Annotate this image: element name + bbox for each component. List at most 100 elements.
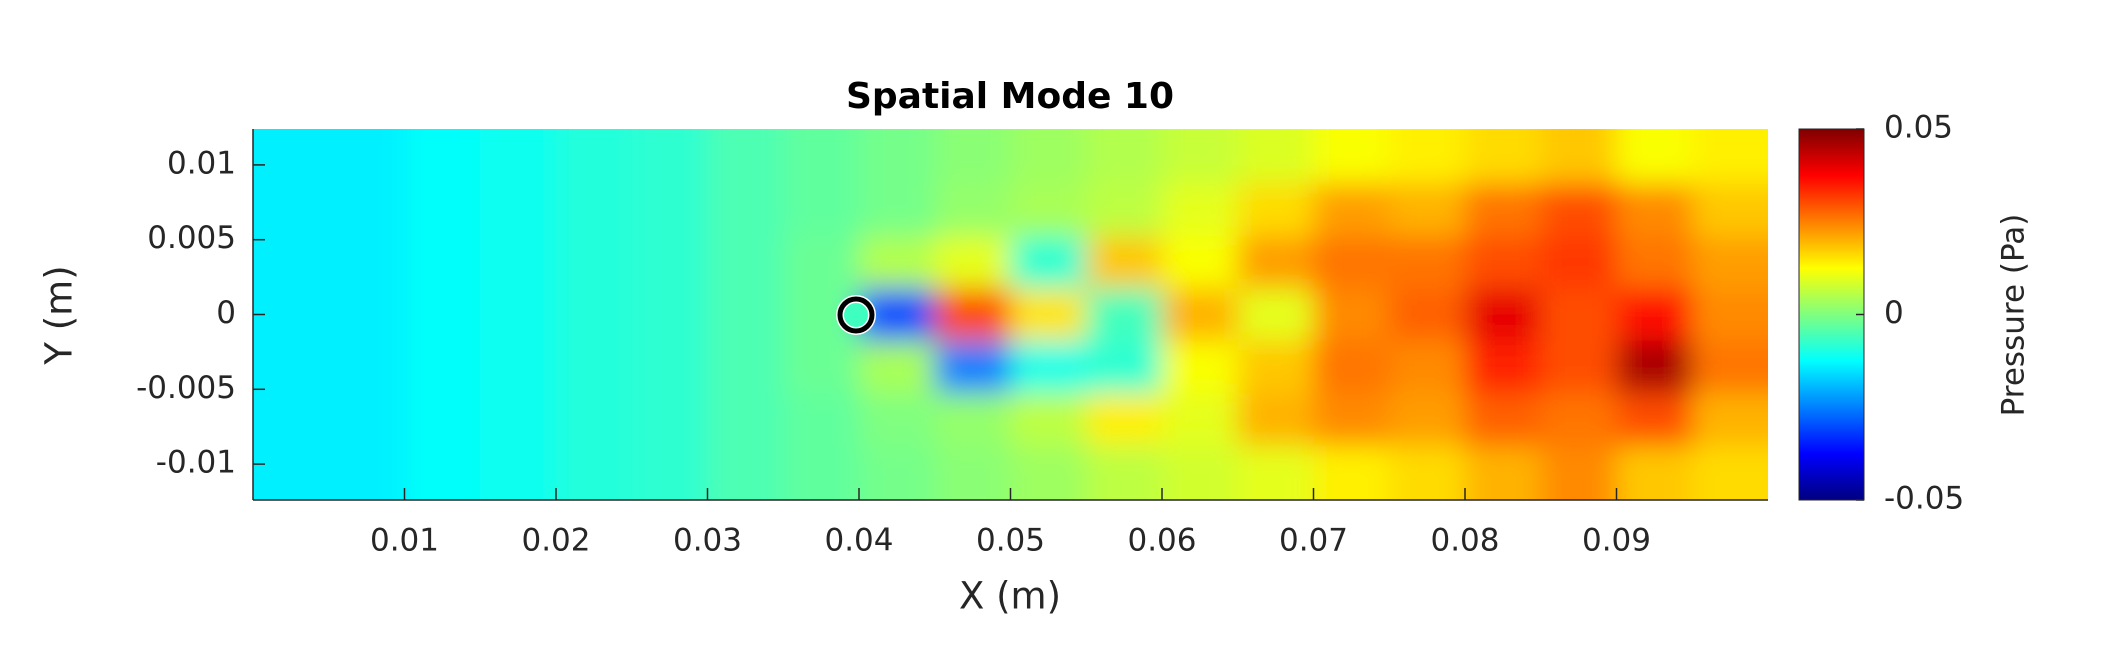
- field-cell: [934, 445, 1011, 500]
- field-cell: [1237, 445, 1314, 500]
- field-cell: [404, 235, 481, 289]
- field-cell: [1540, 340, 1617, 394]
- field-cell: [1313, 288, 1390, 342]
- field-cell: [328, 340, 405, 394]
- colorbar-tick-label: 0: [1884, 295, 1904, 331]
- field-cell: [1389, 288, 1466, 342]
- field-cell: [328, 445, 405, 500]
- field-cell: [1616, 340, 1693, 394]
- plot-area: [253, 129, 1768, 500]
- field-cell: [1540, 183, 1617, 237]
- field-cell: [1616, 445, 1693, 500]
- field-cell: [1616, 129, 1693, 185]
- field-cell: [783, 445, 860, 500]
- field-cell: [1162, 183, 1239, 237]
- field-cell: [707, 129, 784, 185]
- field-cell: [1465, 393, 1542, 446]
- field-cell: [631, 393, 708, 446]
- y-tick-label: -0.01: [156, 445, 236, 481]
- x-tick-label: 0.06: [1127, 523, 1196, 559]
- x-tick-label: 0.05: [976, 523, 1045, 559]
- field-cell: [328, 288, 405, 342]
- field-cell: [1086, 393, 1163, 446]
- field-cell: [1540, 288, 1617, 342]
- field-cell: [1237, 288, 1314, 342]
- field-cell: [707, 340, 784, 394]
- field-cell: [253, 340, 330, 394]
- field-cell: [1616, 393, 1693, 446]
- y-tick-label: 0: [216, 295, 236, 331]
- field-cell: [480, 393, 557, 446]
- field-cell: [1313, 129, 1390, 185]
- field-cell: [1086, 288, 1163, 342]
- field-cell: [253, 445, 330, 500]
- field: [253, 129, 1768, 500]
- field-cell: [1465, 235, 1542, 289]
- y-tick-label: -0.005: [136, 370, 236, 406]
- field-cell: [1465, 129, 1542, 185]
- y-tick-label: 0.005: [147, 220, 236, 256]
- field-cell: [934, 393, 1011, 446]
- field-cell: [859, 129, 936, 185]
- field-cell: [934, 183, 1011, 237]
- field-cell: [1692, 340, 1768, 394]
- field-cell: [859, 235, 936, 289]
- field-cell: [1010, 288, 1087, 342]
- field-cell: [859, 340, 936, 394]
- field-cell: [1389, 340, 1466, 394]
- field-cell: [934, 340, 1011, 394]
- field-cell: [1465, 288, 1542, 342]
- field-cell: [1389, 183, 1466, 237]
- field-cell: [1086, 183, 1163, 237]
- field-cell: [631, 235, 708, 289]
- field-cell: [1692, 288, 1768, 342]
- chart-title: Spatial Mode 10: [846, 76, 1174, 117]
- field-cell: [328, 183, 405, 237]
- field-cell: [556, 445, 633, 500]
- field-cell: [1389, 129, 1466, 185]
- field-cell: [631, 129, 708, 185]
- field-cell: [1010, 340, 1087, 394]
- field-cell: [404, 183, 481, 237]
- field-cell: [404, 129, 481, 185]
- field-cell: [783, 393, 860, 446]
- field-cell: [783, 235, 860, 289]
- field-cell: [1086, 235, 1163, 289]
- field-cell: [1465, 183, 1542, 237]
- field-cell: [1010, 183, 1087, 237]
- x-tick-label: 0.04: [824, 523, 893, 559]
- field-cell: [1692, 183, 1768, 237]
- field-cell: [328, 235, 405, 289]
- field-cell: [934, 235, 1011, 289]
- field-cell: [783, 129, 860, 185]
- field-cell: [1162, 288, 1239, 342]
- field-cell: [480, 288, 557, 342]
- colorbar-label: Pressure (Pa): [1996, 214, 2032, 417]
- field-cell: [707, 183, 784, 237]
- field-cell: [859, 393, 936, 446]
- field-cell: [404, 288, 481, 342]
- field-cell: [1237, 129, 1314, 185]
- field-cell: [707, 393, 784, 446]
- field-cell: [253, 288, 330, 342]
- field-cell: [1086, 129, 1163, 185]
- field-cell: [328, 393, 405, 446]
- field-cell: [1162, 445, 1239, 500]
- field-cell: [253, 393, 330, 446]
- field-cell: [480, 445, 557, 500]
- field-cell: [1616, 183, 1693, 237]
- field-cell: [631, 445, 708, 500]
- field-cell: [1237, 235, 1314, 289]
- field-cell: [1616, 288, 1693, 342]
- field-cell: [1010, 235, 1087, 289]
- colorbar-tick-label: 0.05: [1884, 110, 1953, 146]
- field-cell: [1313, 235, 1390, 289]
- x-tick-label: 0.03: [673, 523, 742, 559]
- field-cell: [934, 288, 1011, 342]
- field-cell: [707, 288, 784, 342]
- field-cell: [1389, 445, 1466, 500]
- field-cell: [1389, 235, 1466, 289]
- x-tick-label: 0.02: [521, 523, 590, 559]
- field-cell: [1540, 235, 1617, 289]
- x-tick-label: 0.09: [1582, 523, 1651, 559]
